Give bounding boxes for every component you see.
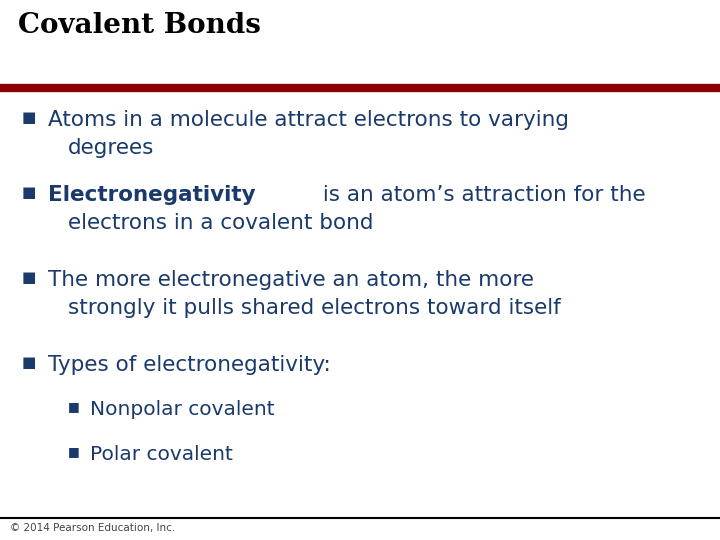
Text: Polar covalent: Polar covalent bbox=[90, 445, 233, 464]
Text: The more electronegative an atom, the more: The more electronegative an atom, the mo… bbox=[48, 270, 534, 290]
Text: ■: ■ bbox=[22, 270, 37, 285]
Text: strongly it pulls shared electrons toward itself: strongly it pulls shared electrons towar… bbox=[68, 298, 561, 318]
Text: degrees: degrees bbox=[68, 138, 154, 158]
Text: Nonpolar covalent: Nonpolar covalent bbox=[90, 400, 274, 419]
Text: Atoms in a molecule attract electrons to varying: Atoms in a molecule attract electrons to… bbox=[48, 110, 569, 130]
Text: © 2014 Pearson Education, Inc.: © 2014 Pearson Education, Inc. bbox=[10, 523, 175, 533]
Text: ■: ■ bbox=[68, 400, 80, 413]
Text: ■: ■ bbox=[68, 445, 80, 458]
Text: Electronegativity: Electronegativity bbox=[48, 185, 256, 205]
Text: electrons in a covalent bond: electrons in a covalent bond bbox=[68, 213, 374, 233]
Text: Types of electronegativity:: Types of electronegativity: bbox=[48, 355, 330, 375]
Text: ■: ■ bbox=[22, 185, 37, 200]
Text: is an atom’s attraction for the: is an atom’s attraction for the bbox=[316, 185, 646, 205]
Text: Covalent Bonds: Covalent Bonds bbox=[18, 12, 261, 39]
Text: ■: ■ bbox=[22, 110, 37, 125]
Text: ■: ■ bbox=[22, 355, 37, 370]
